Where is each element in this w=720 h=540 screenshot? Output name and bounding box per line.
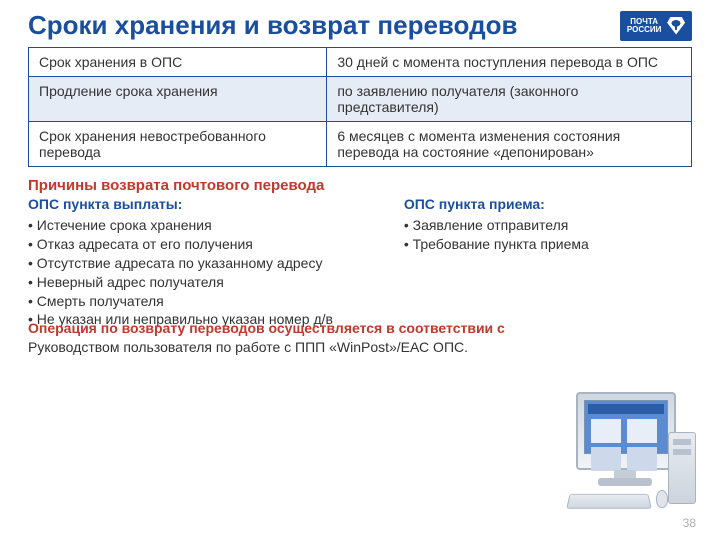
cell-label: Срок хранения в ОПС <box>29 48 327 77</box>
page-title: Сроки хранения и возврат переводов <box>28 10 517 41</box>
logo-russian-post: ПОЧТА РОССИИ <box>620 11 692 41</box>
list-item: Заявление отправителя <box>404 216 692 235</box>
list-item: Отказ адресата от его получения <box>28 235 374 254</box>
list-item: Смерть получателя <box>28 292 374 311</box>
table-row: Срок хранения невостребованного перевода… <box>29 122 692 167</box>
cell-value: по заявлению получателя (законного предс… <box>327 77 692 122</box>
right-col-heading: ОПС пункта приема: <box>404 196 692 212</box>
post-emblem-icon <box>667 17 685 35</box>
storage-terms-table: Срок хранения в ОПС 30 дней с момента по… <box>28 47 692 167</box>
bottom-note-red: Операция по возврату переводов осуществл… <box>28 320 505 336</box>
list-item: Неверный адрес получателя <box>28 273 374 292</box>
keyboard-icon <box>566 494 652 509</box>
bottom-note: Операция по возврату переводов осуществл… <box>28 319 538 355</box>
cell-value: 6 месяцев с момента изменения состояния … <box>327 122 692 167</box>
page-number: 38 <box>683 516 696 530</box>
tower-icon <box>668 432 696 504</box>
list-item: Требование пункта приема <box>404 235 692 254</box>
table-row: Срок хранения в ОПС 30 дней с момента по… <box>29 48 692 77</box>
table-row: Продление срока хранения по заявлению по… <box>29 77 692 122</box>
bottom-note-rest: Руководством пользователя по работе с ПП… <box>28 339 468 355</box>
list-item: Отсутствие адресата по указанному адресу <box>28 254 374 273</box>
reasons-heading: Причины возврата почтового перевода <box>28 177 692 194</box>
cell-label: Срок хранения невостребованного перевода <box>29 122 327 167</box>
monitor-icon <box>576 392 676 470</box>
logo-text-2: РОССИИ <box>627 26 662 34</box>
computer-illustration <box>566 392 696 512</box>
left-reasons-list: Истечение срока хранения Отказ адресата … <box>28 216 374 329</box>
mouse-icon <box>656 490 668 508</box>
cell-label: Продление срока хранения <box>29 77 327 122</box>
left-col-heading: ОПС пункта выплаты: <box>28 196 374 212</box>
right-reasons-list: Заявление отправителя Требование пункта … <box>404 216 692 254</box>
cell-value: 30 дней с момента поступления перевода в… <box>327 48 692 77</box>
list-item: Истечение срока хранения <box>28 216 374 235</box>
